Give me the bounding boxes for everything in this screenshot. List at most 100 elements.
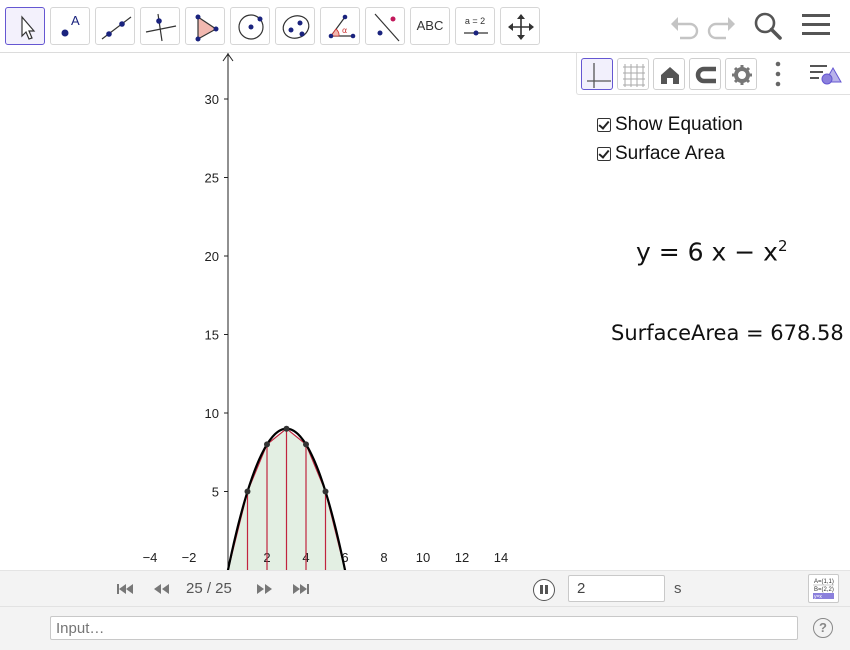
svg-text:A=(1,1): A=(1,1) [814,579,834,585]
angle-tool-button[interactable]: α [320,7,360,45]
alpha-label: α [342,26,347,35]
previous-frame-icon[interactable] [152,582,172,596]
x-tick-label: 12 [455,550,469,565]
text-tool-label: ABC [416,18,444,33]
redo-icon[interactable] [706,11,738,41]
x-tick-label: 8 [380,550,387,565]
x-tick-label: 6 [341,550,348,565]
curve-point [303,441,309,448]
search-icon[interactable] [752,10,784,42]
frame-counter: 25 / 25 [186,580,232,597]
gear-icon [732,65,752,85]
standard-view-button[interactable] [653,58,685,90]
equation-exponent: 2 [777,237,788,255]
y-tick-label: 15 [205,328,219,343]
ellipse-icon [282,15,310,39]
equation-rhs: 6 x − x [687,237,778,267]
line-tool-button[interactable] [95,7,135,45]
speed-input[interactable]: 2 [568,575,665,602]
curve-point [264,441,270,448]
surface-area-value: 678.58 [770,321,844,345]
text-tool-button[interactable]: ABC [410,7,450,45]
chord-segment [286,428,307,445]
pause-button[interactable] [533,579,555,601]
show-equation-checkbox[interactable]: Show Equation [597,114,743,135]
surface-area-text: SurfaceArea = 678.58 [611,321,844,345]
surface-area-label: Surface Area [615,143,725,164]
x-tick-label: −2 [182,550,197,565]
show-axes-button[interactable] [581,58,613,90]
polygon-tool-button[interactable] [185,7,225,45]
x-tick-label: 10 [416,550,430,565]
equation-equals: = [658,237,688,267]
angle-icon: α [328,14,356,39]
axes-icon [587,63,611,88]
more-vertical-icon[interactable] [773,59,783,89]
algebra-input-field[interactable] [50,616,798,640]
y-tick-label: 5 [212,485,219,500]
point-label-a: A [71,13,80,28]
move-tool-button[interactable] [5,7,45,45]
cursor-arrow-icon [21,15,36,40]
surface-area-equals: = [746,321,771,345]
x-tick-label: 14 [494,550,508,565]
point-capturing-button[interactable] [689,58,721,90]
y-tick-label: 10 [205,406,219,421]
move-arrows-icon [508,14,534,40]
curve-point [322,488,329,495]
perpendicular-line-tool-button[interactable] [140,7,180,45]
circle-tool-button[interactable] [230,7,270,45]
surface-area-check-box[interactable] [597,147,611,161]
y-tick-label: 25 [205,171,219,186]
curve-point [283,425,290,432]
last-frame-icon[interactable] [291,582,311,596]
svg-text:y=x: y=x [814,594,822,600]
slider-tool-label: a = 2 [464,16,486,26]
polygon-icon [195,14,219,42]
first-frame-icon[interactable] [116,582,136,596]
graphics-style-bar [576,53,850,95]
svg-text:B=(2,2): B=(2,2) [814,587,834,593]
help-icon[interactable]: ? [813,618,833,638]
slider-tool-button[interactable]: a = 2 [455,7,495,45]
y-axis-arrow [222,53,234,62]
circle-icon [238,14,264,40]
style-bar-toggle-icon[interactable] [807,60,843,90]
y-tick-label: 30 [205,92,219,107]
input-bar: ? [0,606,850,650]
show-grid-button[interactable] [617,58,649,90]
reflect-tool-button[interactable] [365,7,405,45]
toolbar: A [0,0,850,53]
y-tick-label: 20 [205,249,219,264]
table-icon: A=(1,1) B=(2,2) y=x [813,579,834,600]
next-frame-icon[interactable] [255,582,275,596]
point-icon: A [61,13,80,37]
perpendicular-line-icon [145,13,177,42]
undo-icon[interactable] [668,11,700,41]
surface-area-name: SurfaceArea [611,321,740,345]
x-tick-label: −4 [143,550,158,565]
ellipse-tool-button[interactable] [275,7,315,45]
slider-icon [464,30,488,36]
line-icon [101,16,132,40]
home-icon [661,67,679,84]
main-menu-icon[interactable] [801,11,831,41]
equation-lhs: y [636,237,651,267]
magnet-icon [695,66,716,84]
surface-area-checkbox[interactable]: Surface Area [597,143,725,164]
equation-text: y = 6 x − x2 [636,237,788,266]
show-equation-check-box[interactable] [597,118,611,132]
move-graphics-view-tool-button[interactable] [500,7,540,45]
chord-segment [266,428,287,445]
graphics-settings-button[interactable] [725,58,757,90]
animation-bar: 25 / 25 2 s A=(1,1) B=(2,2) y=x [0,570,850,606]
reflect-icon [374,13,400,42]
speed-unit: s [674,580,682,597]
table-view-button[interactable]: A=(1,1) B=(2,2) y=x [808,574,839,603]
grid-icon [623,64,645,87]
show-equation-label: Show Equation [615,114,743,135]
point-tool-button[interactable]: A [50,7,90,45]
